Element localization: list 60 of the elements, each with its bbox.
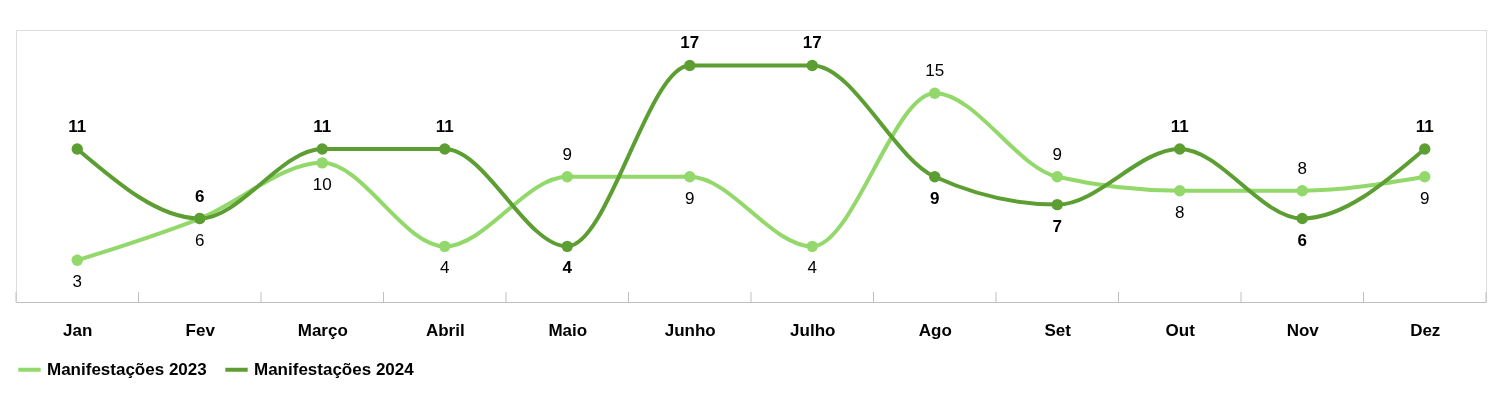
x-tick-label: Dez: [1410, 320, 1441, 340]
point: [806, 59, 818, 72]
legend-label: Manifestações 2024: [254, 359, 415, 379]
data-label: 8: [1175, 202, 1185, 222]
point: [1174, 143, 1186, 155]
point: [806, 240, 818, 253]
point: [71, 254, 83, 266]
data-label: 6: [195, 230, 205, 250]
x-tick-label: Abril: [425, 320, 465, 340]
x-tick-label: Junho: [664, 320, 716, 340]
point: [1419, 171, 1431, 183]
data-label: 17: [802, 33, 822, 53]
data-label: 11: [1415, 116, 1434, 136]
point: [439, 143, 451, 155]
point: [684, 59, 696, 72]
point: [71, 143, 83, 155]
data-label: 7: [1052, 216, 1062, 236]
x-tick-label: Out: [1165, 320, 1196, 340]
point: [929, 87, 941, 99]
x-tick-label: Fev: [185, 320, 216, 340]
data-label: 10: [312, 174, 332, 194]
point: [1419, 143, 1431, 155]
data-label: 8: [1297, 158, 1307, 178]
x-tick-label: Set: [1044, 320, 1072, 340]
x-tick-label: Julho: [790, 320, 836, 340]
data-label: 3: [72, 272, 82, 292]
data-label: 11: [435, 116, 454, 136]
x-tick-label: Ago: [918, 320, 952, 340]
x-tick-label: Nov: [1286, 320, 1320, 340]
data-label: 15: [925, 61, 945, 81]
x-tick-label: Jan: [63, 320, 93, 340]
point: [316, 157, 328, 169]
data-label: 9: [562, 144, 572, 164]
point: [561, 171, 573, 183]
point: [561, 240, 573, 253]
point: [316, 143, 328, 155]
x-tick-label: Maio: [548, 320, 588, 340]
data-label: 11: [68, 116, 87, 136]
data-label: 4: [440, 258, 450, 278]
data-label: 11: [1170, 116, 1189, 136]
point: [929, 171, 941, 183]
data-label: 11: [313, 116, 332, 136]
data-label: 9: [1420, 188, 1430, 208]
legend-label: Manifestações 2023: [47, 359, 207, 379]
point: [684, 171, 696, 183]
data-label: 4: [807, 258, 817, 278]
data-label: 6: [195, 186, 205, 206]
point: [1296, 212, 1308, 225]
data-label: 9: [685, 188, 695, 208]
data-label: 6: [1297, 230, 1307, 250]
point: [1296, 185, 1308, 197]
point: [1051, 198, 1063, 211]
data-label: 9: [930, 188, 940, 208]
data-label: 9: [1052, 144, 1062, 164]
x-tick-label: Março: [297, 320, 348, 340]
point: [1051, 171, 1063, 183]
data-label: 17: [680, 33, 700, 53]
point: [1174, 185, 1186, 197]
data-label: 4: [562, 258, 573, 278]
point: [439, 240, 451, 253]
